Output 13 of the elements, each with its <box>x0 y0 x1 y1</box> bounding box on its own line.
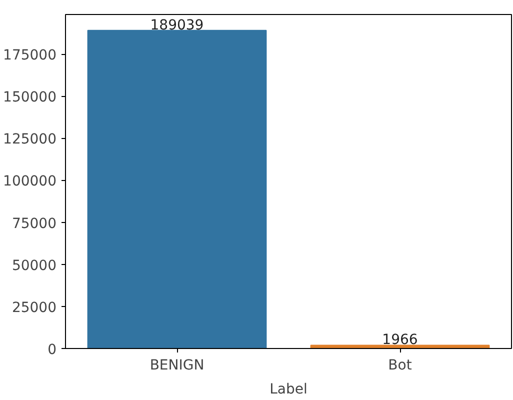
y-tick-label: 175000 <box>3 48 57 64</box>
y-tick-label: 75000 <box>12 216 57 232</box>
x-tick-label: BENIGN <box>150 358 204 374</box>
y-tick-label: 25000 <box>12 300 57 316</box>
x-axis-title: Label <box>270 382 308 398</box>
y-tick-label: 125000 <box>3 132 57 148</box>
y-tick-label: 50000 <box>12 258 57 274</box>
y-tick-label: 0 <box>48 342 57 358</box>
x-tick-label: Bot <box>388 358 412 374</box>
y-tick-label: 100000 <box>3 174 57 190</box>
data-label: 1966 <box>382 332 418 348</box>
data-label: 189039 <box>150 17 204 34</box>
y-tick-label: 150000 <box>3 90 57 106</box>
